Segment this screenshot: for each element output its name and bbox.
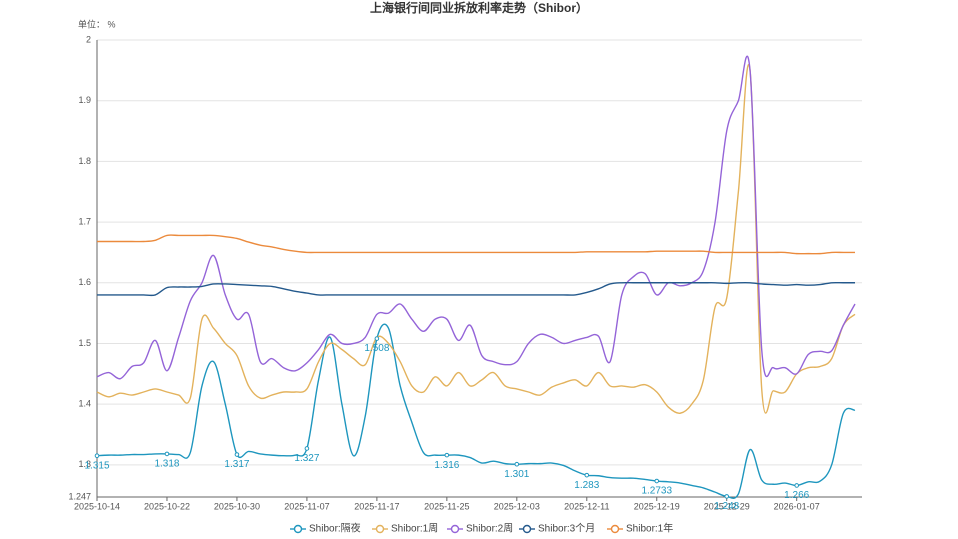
point-marker	[794, 483, 799, 488]
data-label: 1.316	[434, 460, 459, 471]
y-tick-label: 1.7	[78, 216, 91, 226]
y-tick-label: 1.5	[78, 338, 91, 348]
point-marker	[444, 452, 450, 458]
y-tick-label: 1.6	[78, 277, 91, 287]
legend-label: Shibor:2周	[466, 523, 513, 535]
legend-marker	[522, 524, 532, 534]
x-tick-label: 2026-01-07	[774, 501, 820, 511]
series-line	[96, 55, 856, 380]
series-line	[96, 281, 855, 297]
plot	[96, 55, 856, 499]
data-label: 1.508	[364, 343, 389, 354]
series-line	[96, 323, 856, 499]
data-label: 1.301	[504, 469, 529, 480]
data-label: 1.266	[784, 490, 809, 501]
legend-marker	[450, 524, 460, 534]
y-tick-label: 1.247	[68, 491, 91, 501]
x-tick-label: 2025-10-30	[214, 501, 260, 511]
x-tick-label: 2025-11-25	[424, 501, 469, 511]
legend-label: Shibor:3个月	[538, 523, 595, 535]
point-marker	[724, 494, 730, 499]
y-tick-label: 2	[86, 34, 91, 44]
data-label: 1.283	[574, 480, 599, 491]
x-tick-label: 2025-12-29	[704, 501, 750, 511]
legend-label: Shibor:隔夜	[309, 522, 361, 535]
data-label: 1.327	[294, 453, 319, 464]
x-tick-label: 2025-10-22	[144, 501, 190, 511]
labels: 1.315 1.318 1.317 1.327 1.508 1.316 1.301 1.283…	[84, 336, 810, 512]
data-label: 1.315	[84, 460, 109, 471]
point-marker	[304, 446, 310, 451]
chart-title: 上海银行间同业拆放利率走势（Shibor）	[370, 0, 588, 15]
x-tick-label: 2025-10-14	[74, 501, 120, 511]
y-tick-label: 1.4	[78, 399, 91, 409]
grid: 1.247 1.3 1.4 1.5 1.6 1.7 1.8 1.9 2 2025-10-14 202…	[68, 34, 862, 511]
x-tick-label: 2025-12-03	[494, 501, 540, 511]
x-tick-label: 2025-11-17	[354, 501, 399, 511]
data-label: 1.318	[154, 459, 179, 470]
y-tick-label: 1.9	[78, 95, 91, 105]
point-marker	[584, 472, 590, 478]
legend-label: Shibor:1周	[391, 523, 438, 535]
x-tick-label: 2025-12-11	[564, 501, 609, 511]
point-marker	[654, 478, 660, 484]
x-tick-label: 2025-11-07	[284, 501, 329, 511]
point-marker	[374, 336, 380, 341]
data-label: 1.2733	[641, 486, 672, 497]
legend-marker	[610, 524, 620, 534]
series-line	[96, 64, 856, 414]
point-marker	[514, 461, 520, 467]
y-tick-label: 1.3	[78, 459, 91, 469]
y-tick-label: 1.8	[78, 156, 91, 166]
point-marker	[234, 452, 240, 457]
legend-marker	[293, 524, 303, 534]
legend-label: Shibor:1年	[626, 522, 673, 535]
unit-label: 单位： %	[78, 18, 116, 29]
legend: Shibor:隔夜 Shibor:1周 Shibor:2周 Shibor:3个月 Shi…	[290, 522, 673, 535]
data-label: 1.317	[224, 459, 249, 470]
point-marker	[164, 451, 170, 457]
x-tick-label: 2025-12-19	[634, 501, 680, 511]
point-marker	[94, 453, 100, 459]
legend-marker	[375, 524, 385, 534]
series-line	[96, 234, 855, 255]
data-label: 1.248	[714, 501, 739, 512]
